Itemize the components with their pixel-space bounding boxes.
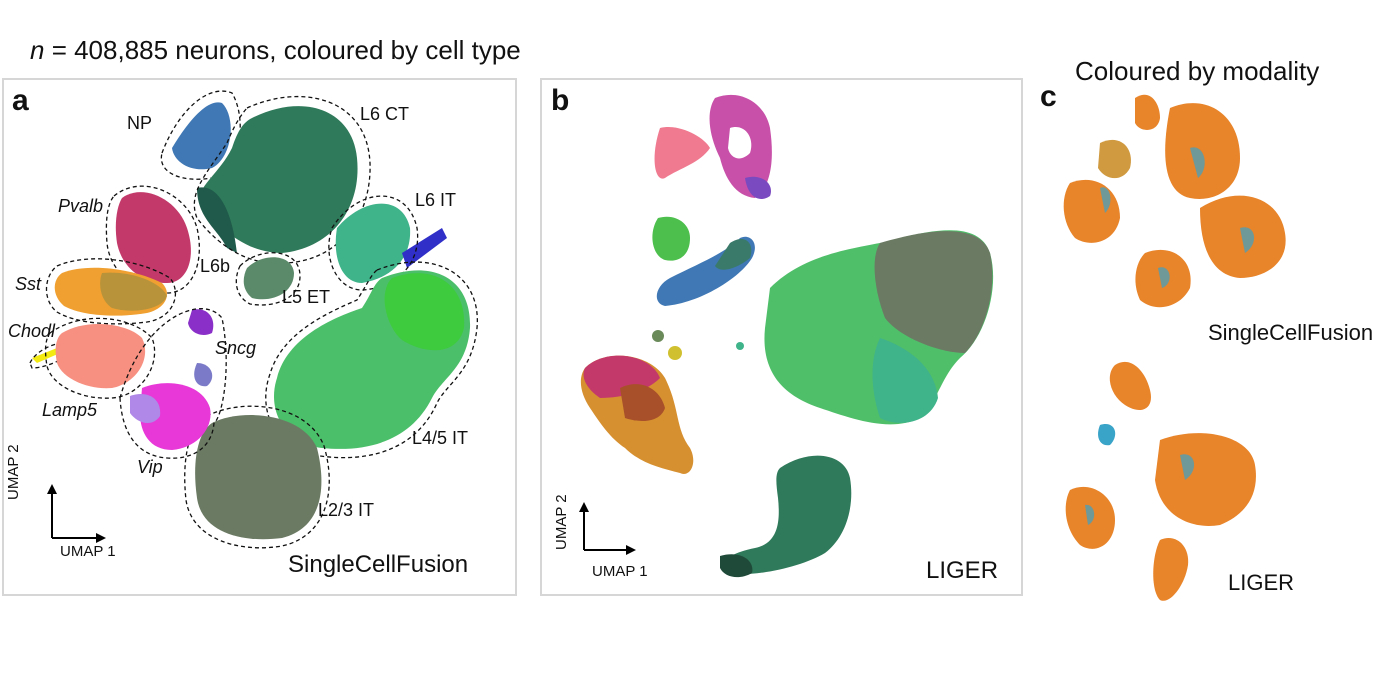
cluster-sncg-blue xyxy=(194,363,213,387)
c-top-cluster-np xyxy=(1135,94,1160,130)
label-vip: Vip xyxy=(137,457,163,477)
c-bottom-overlay-2 xyxy=(1085,504,1095,525)
figure-title: n = 408,885 neurons, coloured by cell ty… xyxy=(30,35,521,66)
umap1-arrowhead xyxy=(96,533,106,543)
label-sst: Sst xyxy=(15,274,42,294)
cluster-l6it xyxy=(335,203,411,283)
title-n: n xyxy=(30,35,45,65)
title-text: = 408,885 neurons, coloured by cell type xyxy=(44,35,521,65)
cluster-vip xyxy=(140,383,211,450)
label-np: NP xyxy=(127,113,153,133)
cluster-l5et xyxy=(243,257,294,300)
outline-vip-sncg xyxy=(119,308,227,459)
b-cluster-top-violet xyxy=(745,176,771,199)
b-cluster-blue-band-top xyxy=(715,238,752,270)
c-bottom-cluster-main xyxy=(1155,433,1256,526)
label-l6ct: L6 CT xyxy=(360,104,410,124)
label-l5et: L5 ET xyxy=(282,287,331,307)
outline-l6it xyxy=(328,195,419,291)
panel-a-axis-umap2: UMAP 2 xyxy=(5,444,22,500)
panel-c-method-scf: SingleCellFusion xyxy=(1208,320,1374,345)
b-bit-1 xyxy=(652,330,664,342)
label-l23it: L2/3 IT xyxy=(318,500,375,520)
b-bit-2 xyxy=(668,346,682,360)
cluster-pvalb xyxy=(115,192,191,283)
panel-a-method: SingleCellFusion xyxy=(288,551,469,578)
label-chodl: Chodl xyxy=(8,321,56,341)
b-cluster-excitatory-gray xyxy=(874,231,993,353)
label-l6it: L6 IT xyxy=(415,190,457,210)
b-cluster-top-pink xyxy=(654,127,710,179)
panel-c-title: Coloured by modality xyxy=(1075,56,1320,86)
outline-lamp5 xyxy=(44,317,156,399)
c-bottom-cluster-bottom xyxy=(1153,537,1189,601)
label-pvalb: Pvalb xyxy=(58,196,104,216)
outline-l23it xyxy=(184,405,330,549)
c-bottom-overlay-1 xyxy=(1180,454,1195,480)
c-top-cluster-left1 xyxy=(1098,139,1131,179)
panel-a-umap xyxy=(29,90,478,549)
outline-l45it xyxy=(265,261,478,459)
cluster-np xyxy=(172,102,231,170)
outline-pvalb xyxy=(105,185,201,294)
panel-c-umap-bottom xyxy=(1065,361,1256,601)
panel-c-method-liger: LIGER xyxy=(1228,570,1295,595)
panel-b-method: LIGER xyxy=(926,557,999,584)
outline-l5et xyxy=(235,252,301,306)
panel-a-frame xyxy=(2,78,517,596)
cluster-vip-lilac xyxy=(130,394,161,424)
label-sncg: Sncg xyxy=(215,338,257,358)
cluster-l6b xyxy=(197,187,237,253)
panel-c-umap-top xyxy=(1063,94,1286,308)
c-top-cluster-left2 xyxy=(1063,179,1120,243)
b-bit-3 xyxy=(736,342,744,350)
c-top-overlay-3 xyxy=(1240,227,1255,253)
panel-c-label: c xyxy=(1040,80,1057,113)
c-top-overlay-2 xyxy=(1190,147,1205,178)
umap2-arrowhead xyxy=(47,484,57,494)
outline-sst xyxy=(45,258,177,325)
panel-b-umap xyxy=(579,94,994,578)
cluster-l45it-green xyxy=(384,273,465,351)
cluster-l23it xyxy=(195,415,322,540)
b-cluster-interneuron-mid xyxy=(620,384,665,421)
c-bottom-cluster-top xyxy=(1109,361,1151,410)
c-top-cluster-main xyxy=(1165,103,1240,199)
cluster-sst-olive xyxy=(100,272,167,311)
b-cluster-bottom xyxy=(721,455,852,575)
panel-a-axis-umap1: UMAP 1 xyxy=(60,543,116,560)
label-l6b: L6b xyxy=(200,256,231,276)
c-top-overlay-4 xyxy=(1158,267,1170,288)
b-cluster-green-small xyxy=(652,216,690,261)
panel-b-axis-umap1: UMAP 1 xyxy=(592,563,648,580)
b-cluster-top-ring xyxy=(728,127,752,159)
c-top-overlay-1 xyxy=(1100,187,1111,213)
b-umap2-arrowhead xyxy=(579,502,589,512)
cluster-l6ct xyxy=(199,106,358,253)
cluster-sncg xyxy=(188,309,214,335)
label-l45it: L4/5 IT xyxy=(412,428,469,448)
panel-b-frame xyxy=(540,78,1023,596)
panel-a-label: a xyxy=(12,84,29,117)
cluster-lamp5 xyxy=(55,323,146,389)
panel-b-label: b xyxy=(551,84,570,117)
label-lamp5: Lamp5 xyxy=(42,400,98,420)
panel-b-axis-umap2: UMAP 2 xyxy=(553,494,570,550)
c-bottom-cluster-small xyxy=(1098,424,1116,446)
b-cluster-bottom-tail xyxy=(720,554,753,578)
b-cluster-excitatory-teal xyxy=(872,338,938,423)
b-umap1-arrowhead xyxy=(626,545,636,555)
